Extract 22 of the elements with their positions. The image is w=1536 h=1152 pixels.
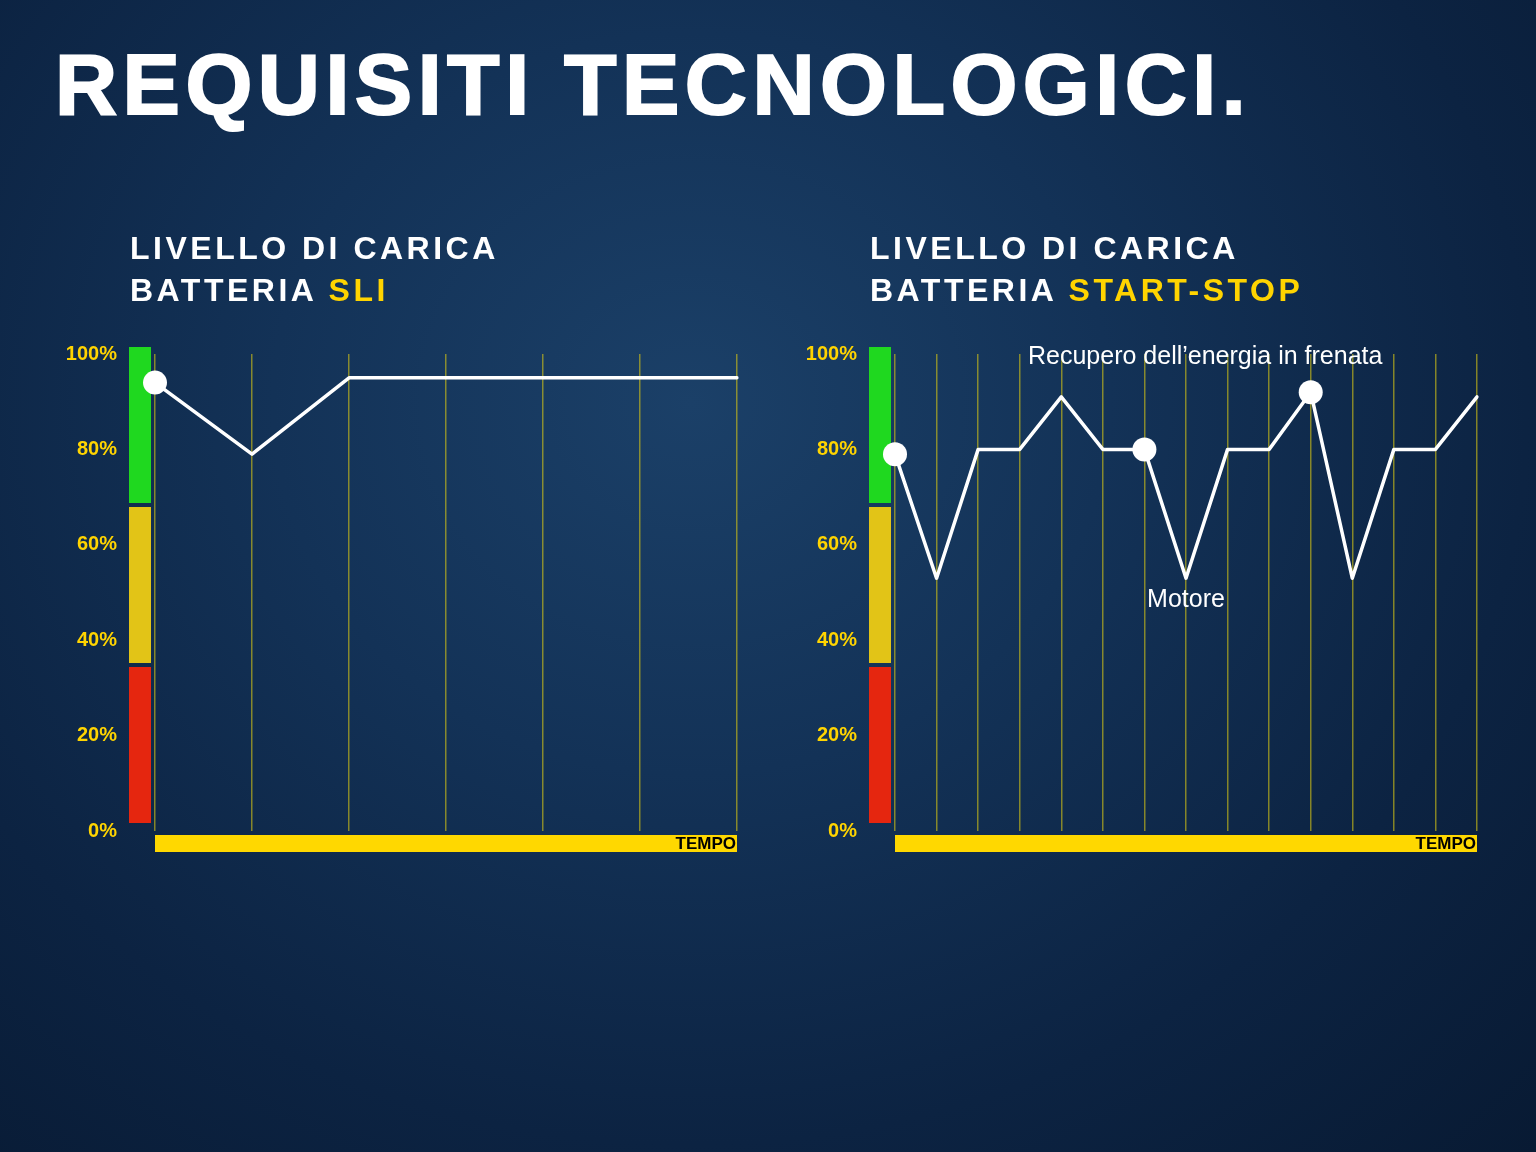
y-tick-label: 0% xyxy=(828,818,858,841)
point xyxy=(1298,380,1323,405)
chart-title: REQUISITI TECNOLOGICI. xyxy=(55,36,1252,132)
y-tick-label: 80% xyxy=(76,436,118,459)
x-axis-title: TEMPO xyxy=(675,833,736,853)
point xyxy=(883,442,907,467)
x-axis-title: TEMPO xyxy=(1415,833,1476,853)
y-tick-label: 60% xyxy=(816,532,858,555)
chart-subtitle: LIVELLO DI CARICA BATTERIA START-STOP xyxy=(870,230,1304,308)
y-tick-label: 40% xyxy=(816,627,858,650)
y-tick-label: 0% xyxy=(88,818,118,841)
y-tick-label: 100% xyxy=(65,341,118,364)
y-tick-label: 20% xyxy=(76,723,118,746)
annotation: Motore xyxy=(1147,584,1225,613)
annotation: Recupero dell’energia in frenata xyxy=(1028,340,1383,369)
point xyxy=(1132,437,1157,462)
y-tick-label: 40% xyxy=(76,627,118,650)
y-tick-label: 80% xyxy=(816,436,858,459)
chart-subtitle: LIVELLO DI CARICA BATTERIA SLI xyxy=(130,230,498,308)
y-tick-label: 20% xyxy=(816,723,858,746)
y-tick-label: 100% xyxy=(805,341,858,364)
y-tick-label: 60% xyxy=(76,532,118,555)
